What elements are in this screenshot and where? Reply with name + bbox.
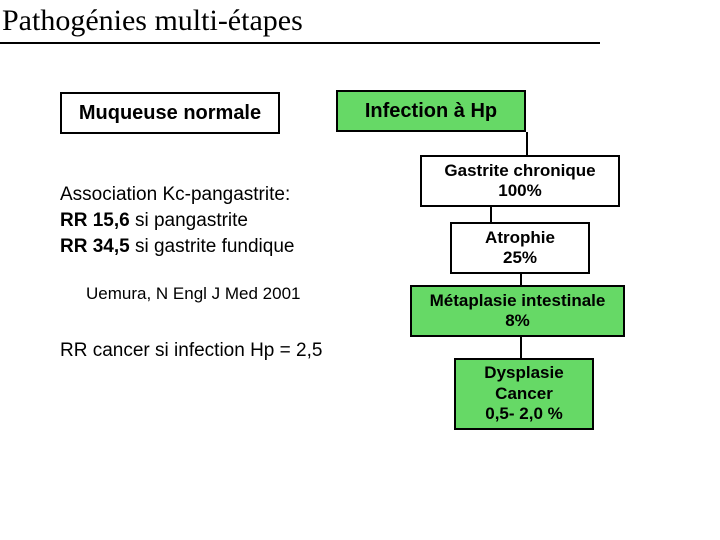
box-muqueuse-normale: Muqueuse normale bbox=[60, 92, 280, 134]
connector-segment bbox=[520, 274, 522, 285]
box-gastrite-chronique: Gastrite chronique 100% bbox=[420, 155, 620, 207]
text-association-title: Association Kc-pangastrite: bbox=[60, 184, 290, 206]
connector-segment bbox=[520, 337, 522, 358]
box-line2: 25% bbox=[503, 248, 537, 268]
box-infection-hp: Infection à Hp bbox=[336, 90, 526, 132]
box-line1: Dysplasie bbox=[484, 363, 563, 383]
text-reference: Uemura, N Engl J Med 2001 bbox=[86, 284, 301, 304]
box-line1: Gastrite chronique bbox=[444, 161, 595, 181]
stage: Pathogénies multi-étapes Muqueuse normal… bbox=[0, 0, 720, 540]
box-line3: 0,5- 2,0 % bbox=[485, 404, 563, 424]
box-label: Muqueuse normale bbox=[79, 101, 261, 125]
box-line1: Atrophie bbox=[485, 228, 555, 248]
box-line2: 100% bbox=[498, 181, 541, 201]
connector-segment bbox=[526, 132, 528, 155]
text-rr-cancer-hp: RR cancer si infection Hp = 2,5 bbox=[60, 340, 322, 362]
box-line1: Métaplasie intestinale bbox=[430, 291, 606, 311]
text-rr-fundique: RR 34,5 si gastrite fundique bbox=[60, 236, 294, 258]
title-underline bbox=[0, 42, 600, 44]
box-metaplasie: Métaplasie intestinale 8% bbox=[410, 285, 625, 337]
page-title: Pathogénies multi-étapes bbox=[2, 4, 303, 38]
text-rr-pangastrite: RR 15,6 si pangastrite bbox=[60, 210, 248, 232]
box-line2: 8% bbox=[505, 311, 530, 331]
connector-segment bbox=[490, 207, 492, 222]
box-dysplasie-cancer: Dysplasie Cancer 0,5- 2,0 % bbox=[454, 358, 594, 430]
box-atrophie: Atrophie 25% bbox=[450, 222, 590, 274]
box-label: Infection à Hp bbox=[365, 99, 497, 123]
box-line2: Cancer bbox=[495, 384, 553, 404]
